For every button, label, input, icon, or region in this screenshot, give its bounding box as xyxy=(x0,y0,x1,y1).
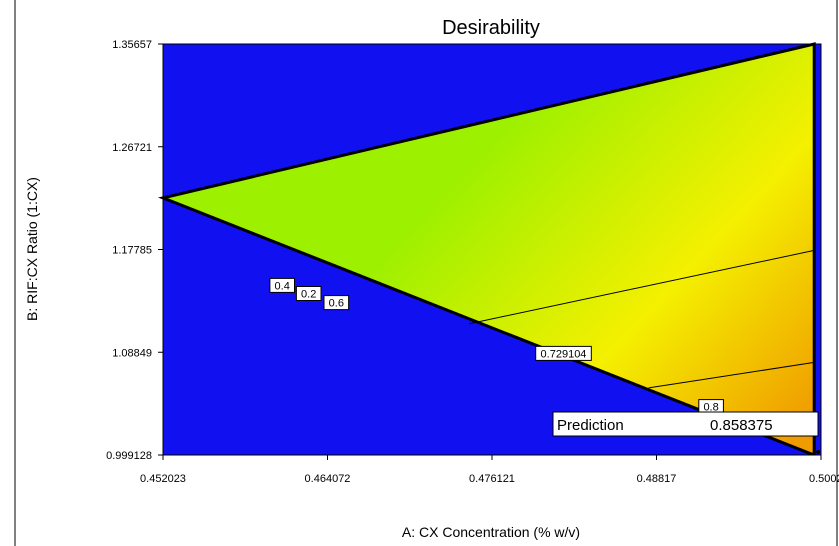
prediction-value: 0.858375 xyxy=(710,417,773,434)
contour-label-1: 0.2 xyxy=(301,289,316,301)
y-axis-ticks: 0.999128 1.08849 1.17785 1.26721 1.35657 xyxy=(106,39,163,462)
y-axis-label: B: RIF:CX Ratio (1:CX) xyxy=(24,177,40,321)
feasible-region xyxy=(158,42,816,456)
contour-label-box-1 xyxy=(295,286,322,301)
y-tick-label: 1.26721 xyxy=(112,142,152,154)
contour-label-0: 0.4 xyxy=(275,280,290,292)
contour-label-3: 0.729104 xyxy=(541,348,587,360)
prediction-label: Prediction xyxy=(557,417,624,434)
x-tick-label: 0.476121 xyxy=(469,473,515,485)
x-axis-label: A: CX Concentration (% w/v) xyxy=(402,524,580,540)
contour-lines xyxy=(469,249,815,389)
x-tick-label: 0.48817 xyxy=(637,473,677,485)
y-tick-label: 1.17785 xyxy=(112,245,152,257)
contour-label-box-2 xyxy=(323,295,350,311)
y-tick-label: 1.08849 xyxy=(112,347,152,359)
prediction-flag: Prediction 0.858375 xyxy=(552,411,820,454)
contour-label-box-3 xyxy=(535,345,592,361)
chart-title: Desirability xyxy=(442,17,540,39)
contour-line-3 xyxy=(469,249,815,325)
contour-label-4: 0.8 xyxy=(703,402,718,414)
x-tick-label: 0.452023 xyxy=(140,473,186,485)
x-axis-ticks: 0.452023 0.464072 0.476121 0.48817 0.5002 xyxy=(140,455,839,485)
contour-label-box-0 xyxy=(269,277,295,293)
contour-label-2: 0.6 xyxy=(329,298,344,310)
contour-labels: 0.4 0.2 0.6 0.729104 0.8 xyxy=(269,277,724,415)
x-tick-label: 0.5002 xyxy=(809,473,839,485)
prediction-point xyxy=(816,450,820,454)
contour-line-4 xyxy=(648,361,815,389)
y-tick-label: 1.35657 xyxy=(112,39,152,51)
x-tick-label: 0.464072 xyxy=(305,473,351,485)
prediction-box xyxy=(552,411,819,437)
y-tick-label: 0.999128 xyxy=(106,450,152,462)
